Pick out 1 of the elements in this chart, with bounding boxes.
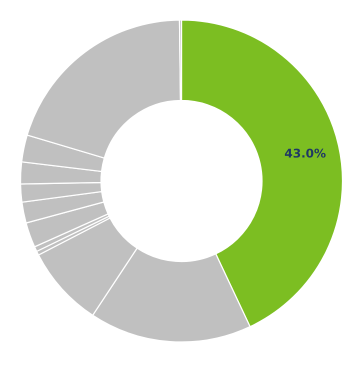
data-label: 43.0% bbox=[284, 146, 326, 160]
